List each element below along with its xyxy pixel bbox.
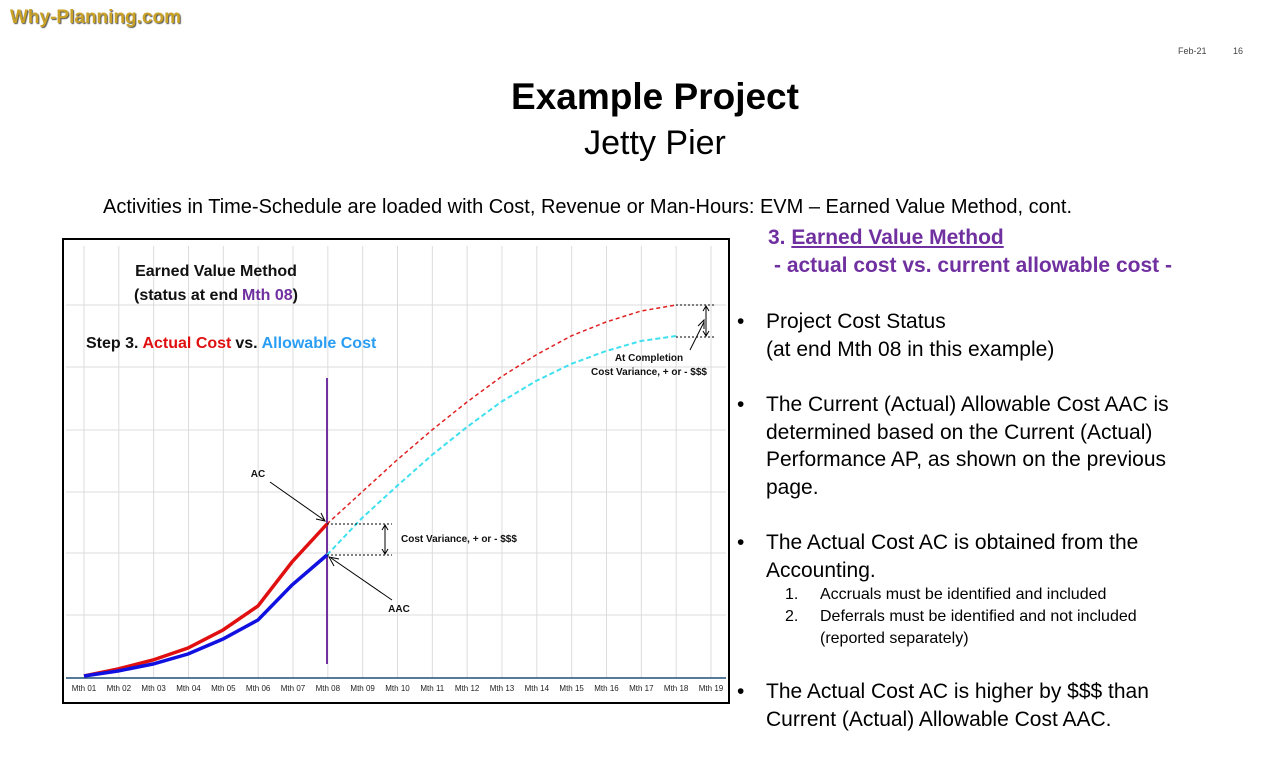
- sub-item: 1. Accruals must be identified and includ…: [766, 584, 1277, 606]
- slide: Why-Planning.com Feb-21 16 Example Proje…: [0, 0, 1280, 720]
- x-tick-label: Mth 08: [316, 684, 341, 693]
- section-subtitle: - actual cost vs. current allowable cost…: [774, 254, 1172, 277]
- bullet-line: Accounting.: [766, 558, 876, 582]
- allowable-label: Allowable Cost: [262, 335, 377, 352]
- figure: Earned Value Method (status at end Mth 08…: [62, 238, 730, 704]
- completion-label: At Completion: [615, 353, 683, 364]
- x-tick-label: Mth 11: [420, 684, 444, 693]
- x-tick-label: Mth 17: [629, 684, 654, 693]
- x-tick-label: Mth 02: [107, 684, 132, 693]
- bullet: The Actual Cost AC is obtained from the A…: [737, 529, 1277, 650]
- status-prefix: (status at end: [134, 287, 238, 304]
- bullet: Project Cost Status (at end Mth 08 in thi…: [737, 308, 1277, 363]
- variance-label: Cost Variance, + or - $$$: [401, 534, 517, 545]
- section-title: Earned Value Method: [791, 226, 1004, 249]
- subtitle: Jetty Pier: [584, 124, 726, 162]
- aac-label: AAC: [388, 604, 410, 615]
- figure-status: (status at end Mth 08): [134, 287, 298, 304]
- bullet-line: page.: [766, 475, 819, 499]
- date: Feb-21: [1178, 46, 1207, 56]
- x-tick-label: Mth 07: [281, 684, 306, 693]
- bullet-line: determined based on the Current (Actual): [766, 420, 1153, 444]
- grid: [66, 246, 726, 678]
- sub-text: Deferrals must be identified and not inc…: [820, 608, 1137, 625]
- bullet-line: Project Cost Status: [766, 310, 946, 333]
- step: Step 3.: [86, 335, 138, 352]
- bullet-line: The Actual Cost AC is obtained from the: [766, 531, 1139, 554]
- x-tick-label: Mth 16: [594, 684, 619, 693]
- ac-label: AC: [251, 469, 265, 480]
- bullet-line: (at end Mth 08 in this example): [766, 337, 1055, 361]
- x-tick-label: Mth 15: [559, 684, 584, 693]
- actual-label: Actual Cost: [142, 335, 232, 352]
- x-tick-label: Mth 10: [385, 684, 410, 693]
- x-tick-label: Mth 04: [176, 684, 201, 693]
- section-heading: 3. Earned Value Method: [768, 226, 1004, 250]
- vs-label: vs.: [235, 335, 257, 352]
- brand: Why-Planning.com: [10, 7, 181, 28]
- status-suffix: ): [293, 287, 298, 304]
- figure-frame: [62, 238, 730, 704]
- sub-number: 2.: [785, 608, 799, 625]
- sub-item: 2. Deferrals must be identified and not i…: [766, 606, 1277, 650]
- annotations: [269, 304, 714, 601]
- actual-cost-line: [83, 522, 329, 678]
- section-number: 3.: [768, 226, 786, 249]
- completion-variance: Cost Variance, + or - $$$: [591, 367, 707, 378]
- x-tick-label: Mth 06: [246, 684, 271, 693]
- x-tick-label: Mth 14: [525, 684, 550, 693]
- x-tick-label: Mth 03: [141, 684, 166, 693]
- status-month: Mth 08: [242, 287, 293, 304]
- intro: Activities in Time-Schedule are loaded w…: [103, 196, 1072, 218]
- step-label: Step 3. Actual Cost vs. Allowable Cost: [86, 335, 377, 352]
- x-tick-label: Mth 18: [664, 684, 689, 693]
- sub-note: (reported separately): [820, 630, 969, 647]
- bullet-line: The Actual Cost AC is higher by $$$ than: [766, 680, 1149, 703]
- bullet-line: The Current (Actual) Allowable Cost AAC …: [766, 393, 1169, 416]
- sub-number: 1.: [785, 586, 799, 603]
- x-tick-label: Mth 12: [455, 684, 480, 693]
- x-tick-label: Mth 13: [490, 684, 515, 693]
- title: Example Project: [511, 76, 799, 117]
- page-number: 16: [1233, 46, 1244, 56]
- x-tick-label: Mth 05: [211, 684, 236, 693]
- x-tick-label: Mth 19: [699, 684, 724, 693]
- sub-text: Accruals must be identified and included: [820, 586, 1107, 603]
- bullet-line: Performance AP, as shown on the previous: [766, 448, 1167, 471]
- bullet: The Current (Actual) Allowable Cost AAC …: [737, 391, 1277, 501]
- x-tick-label: Mth 09: [350, 684, 375, 693]
- forecast-allowable: [326, 335, 677, 556]
- allowable-cost-line: [83, 553, 329, 678]
- figure-labels: Earned Value Method (status at end Mth 08…: [86, 263, 707, 615]
- forecast-actual: [326, 304, 677, 525]
- x-tick-label: Mth 01: [72, 684, 97, 693]
- figure-title: Earned Value Method: [135, 263, 297, 280]
